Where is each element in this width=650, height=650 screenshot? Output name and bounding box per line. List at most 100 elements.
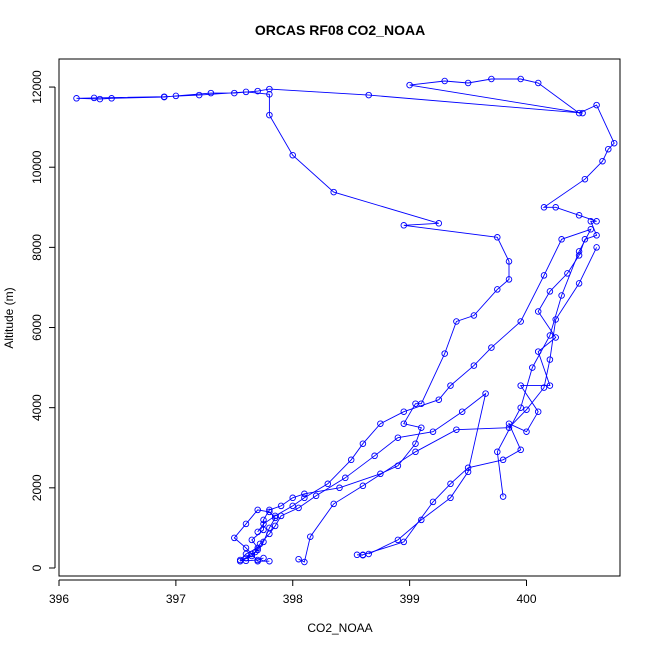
x-axis-label: CO2_NOAA [307,621,372,635]
y-tick-label: 4000 [30,394,44,421]
data-point [371,452,378,460]
data-point [517,404,524,411]
data-point [266,508,273,516]
data-point [558,236,565,243]
data-point [260,538,267,546]
data-point [447,494,454,502]
data-point [260,520,267,528]
data-point [575,212,583,219]
data-point [517,446,524,454]
y-tick-label: 10000 [30,150,44,184]
data-point [575,248,583,255]
data-point [330,500,337,508]
data-point [324,480,332,488]
y-axis: 0 2000 4000 6000 8000 10000 12000 [30,70,56,571]
data-point [412,440,419,447]
data-point [599,157,606,165]
data-point [254,557,261,565]
data-point [365,91,372,99]
series-line [298,247,598,563]
data-point [377,420,384,427]
data-point [552,316,559,323]
data-point [429,498,437,506]
data-point [266,557,273,565]
data-point [546,356,554,363]
series-line [257,228,592,533]
data-point [464,79,472,87]
x-tick-label: 399 [400,592,420,606]
data-point [517,318,524,325]
series-line [76,78,615,562]
data-point [254,87,261,95]
data-point [394,434,402,441]
data-point [231,89,238,97]
data-point [546,382,554,389]
data-point [494,448,501,456]
data-point [301,558,308,566]
data-point [347,456,355,464]
data-point [447,480,454,488]
data-point [453,318,460,325]
data-point [400,222,408,229]
data-point [365,550,372,558]
data-point [494,286,501,293]
data-point [377,470,384,478]
data-point [499,493,507,500]
data-point [400,420,408,427]
data-point [342,474,349,482]
data-point [523,428,530,435]
data-point [494,234,501,241]
data-point [540,204,548,211]
data-point [301,494,308,502]
data-point [242,88,250,96]
data-point [593,218,600,225]
data-point [587,226,595,233]
data-point [289,494,296,502]
y-axis-label: Altitude (m) [2,287,16,348]
data-point [406,81,413,89]
data-point [108,95,115,102]
data-point [236,557,244,565]
data-point [260,516,267,524]
data-point [523,406,530,413]
data-point [248,536,256,544]
y-tick-label: 2000 [30,474,44,501]
data-point [359,440,367,447]
data-point [330,188,337,196]
data-point [242,544,250,552]
data-point [575,109,583,117]
data-point [453,426,460,433]
data-point [605,145,612,153]
data-point [441,350,448,357]
data-point [242,554,250,562]
data-point [458,408,466,415]
data-series [242,390,489,562]
data-point [517,75,524,83]
data-point [254,506,261,514]
y-tick-label: 0 [30,564,44,571]
data-point [400,408,408,415]
data-point [266,91,273,98]
x-tick-label: 397 [166,592,186,606]
data-point [271,522,279,530]
data-point [160,93,168,100]
data-point [254,528,261,536]
data-point [418,516,425,524]
x-tick-label: 396 [49,592,69,606]
data-point [579,109,586,117]
data-point [289,151,296,159]
data-point [505,424,513,431]
data-point [248,550,256,558]
data-point [412,400,419,407]
data-point [301,490,308,498]
data-point [394,536,402,544]
data-point [581,175,589,183]
data-point [540,272,548,279]
data-series [231,506,279,565]
x-tick-label: 400 [516,592,536,606]
data-point [488,75,495,83]
data-point [534,308,542,315]
data-point [359,482,367,490]
y-tick-label: 6000 [30,314,44,341]
x-tick-label: 398 [283,592,303,606]
